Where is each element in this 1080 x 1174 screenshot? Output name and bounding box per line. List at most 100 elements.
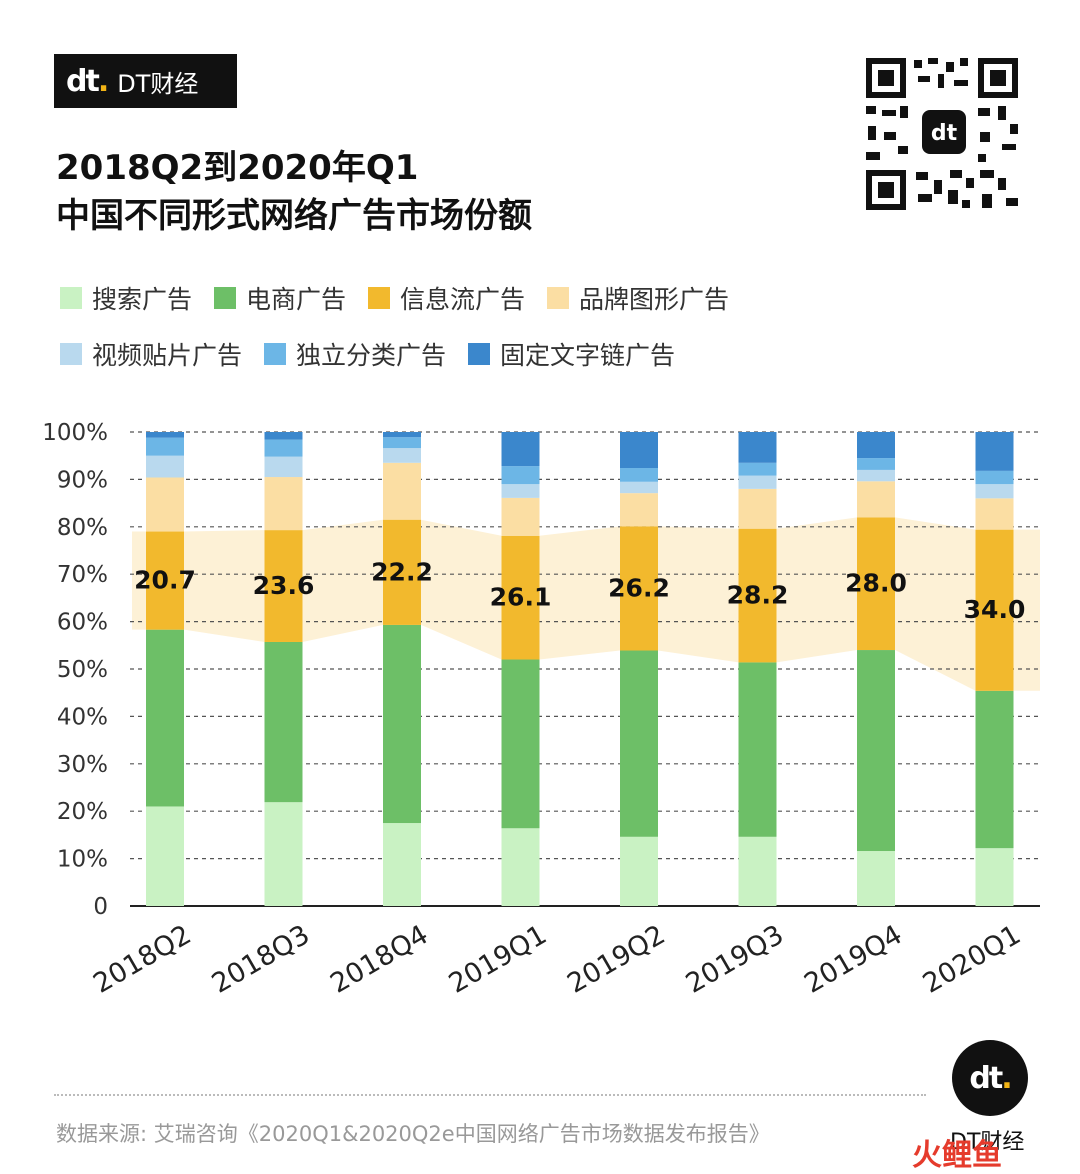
bar-segment xyxy=(146,806,184,906)
legend-label-feed: 信息流广告 xyxy=(400,285,526,314)
bar-segment xyxy=(738,475,777,489)
bar-segment xyxy=(857,469,895,482)
bar-segment xyxy=(146,531,184,630)
bar-segment xyxy=(383,624,421,824)
svg-text:dt: dt xyxy=(931,121,958,146)
bar-segment xyxy=(975,470,1014,485)
source-note: 数据来源: 艾瑞咨询《2020Q1&2020Q2e中国网络广告市场数据发布报告》 xyxy=(56,1122,770,1146)
legend-item-classified: 独立分类广告 xyxy=(264,336,446,372)
legend-label-video: 视频贴片广告 xyxy=(92,341,243,370)
bar-segment xyxy=(975,690,1014,849)
data-label: 20.7 xyxy=(134,566,196,595)
bar-segment xyxy=(146,477,184,532)
y-tick-label: 60% xyxy=(57,610,108,636)
bar-segment xyxy=(975,498,1014,530)
bar-segment xyxy=(620,432,658,469)
legend-item-feed: 信息流广告 xyxy=(368,280,525,316)
x-tick-label: 2018Q3 xyxy=(207,919,315,999)
bar-segment xyxy=(857,458,895,470)
data-label: 22.2 xyxy=(371,557,433,586)
legend-label-search: 搜索广告 xyxy=(92,285,193,314)
bar-segment xyxy=(264,477,303,531)
legend-item-video: 视频贴片广告 xyxy=(60,336,242,372)
bar-segment xyxy=(857,432,895,459)
bar-segment xyxy=(501,828,540,906)
bar-segment xyxy=(383,823,421,906)
bar-segment xyxy=(975,529,1014,691)
y-tick-label: 10% xyxy=(57,847,108,873)
data-label: 26.2 xyxy=(608,573,670,602)
bar-segment xyxy=(620,836,658,906)
bar-segment xyxy=(146,432,184,438)
bar-segment xyxy=(501,484,540,498)
bar-segment xyxy=(146,455,184,478)
y-tick-label: 0 xyxy=(93,894,108,920)
brand-logo-mark: dt. xyxy=(66,63,109,99)
y-tick-label: 50% xyxy=(57,657,108,683)
bar-segment xyxy=(264,530,303,642)
data-label: 23.6 xyxy=(253,571,315,600)
bar-segment xyxy=(738,462,777,476)
corner-brand: DT财经 xyxy=(950,1130,1025,1155)
brand-logo: dt. DT财经 xyxy=(54,54,237,108)
bar-segment xyxy=(738,528,777,663)
x-tick-label: 2019Q1 xyxy=(444,919,552,999)
bar-segment xyxy=(501,497,540,536)
data-label: 26.1 xyxy=(490,583,552,612)
bar-segment xyxy=(857,481,895,518)
data-label: 28.0 xyxy=(845,569,907,598)
bar-segment xyxy=(501,659,540,829)
bar-segment xyxy=(501,535,540,660)
chart-title-line2: 中国不同形式网络广告市场份额 xyxy=(56,196,532,236)
y-tick-label: 90% xyxy=(57,467,108,493)
bar-segment xyxy=(738,432,777,463)
qr-code: dt xyxy=(862,54,1022,214)
legend-swatch-text-link xyxy=(468,343,491,365)
y-tick-label: 40% xyxy=(57,704,108,730)
legend-swatch-ecommerce xyxy=(214,287,237,309)
legend-label-brand-graphic: 品牌图形广告 xyxy=(579,285,730,314)
bar-segment xyxy=(383,519,421,625)
bar-segment xyxy=(383,432,421,438)
legend-row-1: 搜索广告 电商广告 信息流广告 品牌图形广告 xyxy=(60,280,751,316)
bar-segment xyxy=(383,448,421,463)
legend-item-text-link: 固定文字链广告 xyxy=(468,336,675,372)
bar-segment xyxy=(383,437,421,449)
x-tick-label: 2020Q1 xyxy=(918,919,1026,999)
x-tick-label: 2019Q4 xyxy=(799,919,907,999)
bar-segment xyxy=(738,836,777,906)
bar-segment xyxy=(857,650,895,852)
feed-highlight-band xyxy=(132,517,1040,691)
bar-segment xyxy=(738,662,777,837)
data-label: 28.2 xyxy=(727,581,789,610)
x-tick-label: 2019Q2 xyxy=(562,919,670,999)
bar-segment xyxy=(620,493,658,527)
watermark-text: 火鲤鱼 xyxy=(912,1138,1002,1173)
bar-segment xyxy=(146,629,184,807)
y-tick-label: 80% xyxy=(57,515,108,541)
stacked-bar-chart: 0 10% 20% 30% 40% 50% 60% 70% 80% 90% 100% 20.7 2018… xyxy=(42,420,1040,1000)
chart-title-line1: 2018Q2到2020年Q1 xyxy=(56,148,419,188)
footer-divider xyxy=(54,1094,926,1096)
legend-swatch-video xyxy=(60,343,82,365)
bar-segment xyxy=(146,437,184,456)
bar-segment xyxy=(620,526,658,651)
bar-segment xyxy=(264,456,303,478)
data-label: 34.0 xyxy=(964,595,1026,624)
bar-segment xyxy=(620,468,658,482)
brand-name: DT财经 xyxy=(117,69,199,98)
bar-segment xyxy=(975,484,1014,499)
bar-segment xyxy=(501,432,540,467)
legend-item-brand-graphic: 品牌图形广告 xyxy=(547,280,729,316)
bar-segment xyxy=(264,439,303,457)
legend-swatch-brand-graphic xyxy=(547,287,570,309)
legend-swatch-classified xyxy=(264,343,287,365)
y-tick-label: 30% xyxy=(57,752,108,778)
y-tick-label: 20% xyxy=(57,799,108,825)
bar-segment xyxy=(620,650,658,837)
legend-row-2: 视频贴片广告 独立分类广告 固定文字链广告 xyxy=(60,336,697,372)
corner-logo: dt. xyxy=(952,1040,1028,1116)
legend-swatch-feed xyxy=(368,287,391,309)
legend-label-ecommerce: 电商广告 xyxy=(246,285,347,314)
bar-segment xyxy=(501,466,540,485)
